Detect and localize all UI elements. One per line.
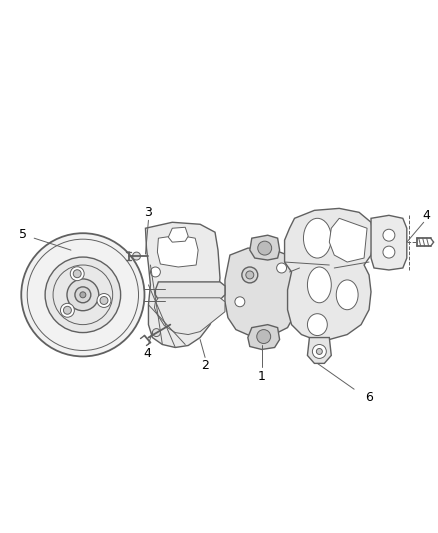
Polygon shape [168,227,188,242]
Circle shape [150,267,160,277]
Circle shape [75,287,91,303]
Circle shape [67,279,99,311]
Polygon shape [157,235,198,267]
Circle shape [316,349,322,354]
Text: 4: 4 [144,347,152,360]
Polygon shape [155,282,225,300]
Circle shape [133,252,141,260]
Polygon shape [329,219,367,262]
Text: 3: 3 [145,206,152,219]
Circle shape [97,294,111,308]
Text: 5: 5 [19,228,27,241]
Polygon shape [371,215,407,270]
Polygon shape [307,337,331,364]
Circle shape [257,329,271,343]
Ellipse shape [307,314,327,336]
Polygon shape [155,298,225,335]
Polygon shape [250,235,279,260]
Circle shape [383,229,395,241]
Circle shape [80,292,86,298]
Polygon shape [285,208,374,340]
Polygon shape [145,222,220,348]
Circle shape [277,263,286,273]
Polygon shape [294,278,319,298]
Circle shape [258,241,272,255]
Polygon shape [248,325,279,350]
Text: 2: 2 [201,359,209,372]
Text: 4: 4 [423,209,431,222]
Circle shape [60,303,74,317]
Circle shape [21,233,145,357]
Circle shape [73,270,81,278]
Polygon shape [225,248,297,336]
Circle shape [45,257,120,333]
Circle shape [383,246,395,258]
Text: 6: 6 [365,391,373,403]
Circle shape [304,282,315,294]
Circle shape [70,266,84,281]
Circle shape [246,271,254,279]
Circle shape [312,344,326,358]
Circle shape [152,329,160,336]
Ellipse shape [336,280,358,310]
Circle shape [235,297,245,307]
Circle shape [64,306,71,314]
Text: 1: 1 [258,370,266,383]
Circle shape [100,296,108,304]
Circle shape [242,267,258,283]
Ellipse shape [307,267,331,303]
Ellipse shape [304,219,331,258]
